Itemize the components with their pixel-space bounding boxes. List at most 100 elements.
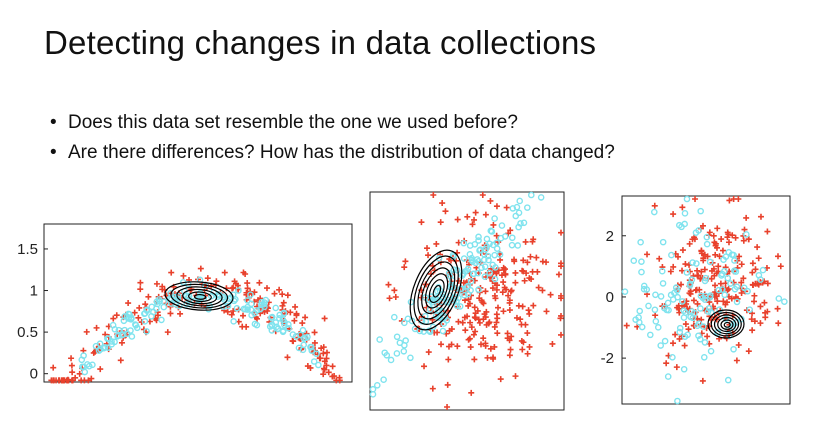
data-point-circle [497, 234, 505, 242]
data-point-plus [276, 286, 283, 293]
data-point-plus [507, 227, 514, 234]
data-point-circle [109, 321, 117, 329]
data-point-plus [506, 307, 513, 314]
data-point-plus [320, 350, 327, 357]
data-point-circle [476, 247, 483, 254]
data-point-plus [228, 311, 235, 318]
data-point-plus [68, 355, 75, 362]
data-point-plus [311, 339, 318, 346]
data-point-plus [472, 328, 479, 335]
data-point-plus [493, 270, 500, 277]
data-point-plus [145, 293, 152, 300]
data-point-plus [497, 376, 504, 383]
data-point-circle [453, 302, 461, 310]
data-point-plus [512, 279, 519, 286]
data-point-plus [459, 319, 466, 326]
data-point-plus [321, 315, 328, 322]
y-tick-label: 0 [606, 289, 614, 306]
data-point-plus [494, 304, 501, 311]
data-point-circle [475, 233, 482, 241]
data-point-plus [527, 253, 534, 260]
data-point-plus [750, 282, 757, 289]
data-point-plus [755, 281, 762, 288]
data-point-plus [698, 248, 705, 255]
data-point-circle [704, 308, 712, 315]
data-point-circle [759, 266, 767, 274]
density-contour [710, 311, 742, 337]
data-point-plus [445, 356, 452, 363]
data-point-circle [491, 251, 498, 259]
density-contour [428, 279, 445, 304]
data-point-plus [493, 311, 500, 318]
data-point-circle [652, 291, 659, 299]
data-point-plus [490, 354, 497, 361]
data-point-plus [442, 208, 449, 215]
data-point-plus [500, 279, 507, 286]
data-point-plus [736, 253, 743, 260]
data-point-plus [718, 236, 725, 243]
data-point-plus [728, 295, 735, 302]
density-contour [717, 316, 737, 333]
data-point-plus [483, 308, 490, 315]
data-point-circle [472, 259, 479, 267]
data-point-plus [500, 266, 507, 273]
data-point-circle [460, 255, 468, 262]
data-point-circle [104, 344, 112, 351]
data-point-plus [471, 216, 478, 223]
data-point-plus [154, 312, 161, 319]
data-point-circle [272, 304, 280, 312]
data-point-plus [429, 385, 436, 392]
data-point-plus [462, 327, 469, 334]
data-point-plus [511, 258, 518, 265]
data-point-plus [699, 377, 706, 384]
data-point-circle [114, 332, 121, 340]
data-point-plus [745, 236, 752, 243]
data-point-plus [474, 307, 481, 314]
data-point-plus [323, 362, 330, 369]
data-point-plus [500, 308, 507, 315]
data-point-plus [519, 267, 526, 274]
data-point-plus [724, 229, 731, 236]
data-point-plus [698, 268, 705, 275]
data-point-circle [111, 338, 118, 346]
data-point-plus [524, 259, 531, 266]
data-point-plus [239, 323, 246, 330]
data-point-plus [93, 324, 100, 331]
data-point-circle [435, 314, 442, 322]
data-point-plus [271, 290, 278, 297]
data-point-plus [135, 314, 142, 321]
y-tick-label: -2 [601, 350, 614, 367]
data-point-plus [692, 196, 699, 202]
data-point-circle [383, 351, 391, 359]
data-point-plus [761, 299, 768, 306]
data-point-circle [420, 328, 427, 335]
data-point-circle [498, 222, 506, 229]
data-point-plus [777, 263, 784, 270]
data-point-circle [310, 358, 318, 365]
data-point-circle [707, 347, 715, 355]
data-point-plus [491, 323, 498, 330]
data-point-plus [729, 232, 736, 239]
data-point-plus [529, 268, 536, 275]
data-point-circle [661, 337, 669, 345]
data-point-plus [499, 289, 506, 296]
data-point-plus [117, 357, 124, 364]
data-point-plus [113, 312, 120, 319]
data-point-circle [681, 333, 689, 340]
data-point-circle [315, 361, 322, 369]
data-point-circle [297, 331, 304, 339]
data-point-circle [664, 373, 672, 380]
scatter-panel-2 [369, 191, 565, 411]
data-point-plus [670, 211, 677, 218]
data-point-plus [142, 301, 149, 308]
data-point-plus [774, 305, 781, 312]
data-point-circle [380, 376, 387, 383]
data-point-plus [476, 319, 483, 326]
data-point-plus [558, 292, 564, 299]
data-point-plus [507, 288, 514, 295]
data-point-circle [695, 332, 702, 340]
data-point-plus [317, 355, 324, 362]
data-point-plus [482, 211, 489, 218]
data-point-plus [137, 286, 144, 293]
